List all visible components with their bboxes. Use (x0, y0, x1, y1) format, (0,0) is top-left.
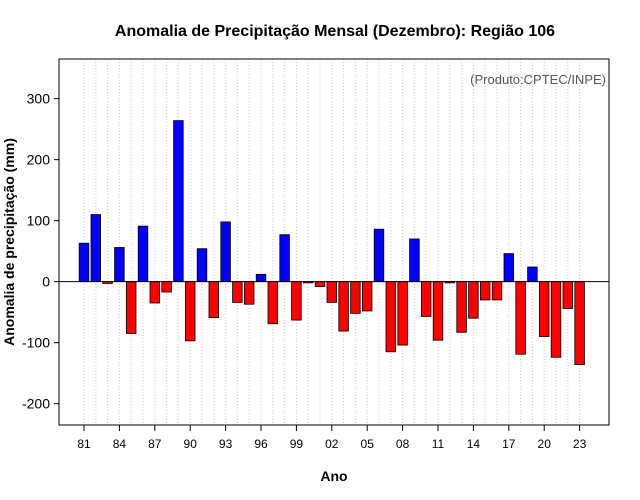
bar-2016 (491, 281, 503, 301)
bar-2009 (409, 238, 420, 283)
x-tick-label: 08 (396, 437, 410, 451)
bar-1985 (126, 281, 137, 334)
bar-1996 (255, 273, 267, 283)
x-tick-label: 84 (113, 437, 127, 451)
y-tick-label: 100 (27, 213, 51, 229)
bar-2008 (397, 281, 408, 346)
bar-2006 (373, 228, 385, 283)
bar-2015 (479, 281, 491, 301)
x-tick-label: 02 (325, 437, 339, 451)
bar-2014 (468, 281, 479, 319)
bar-1991 (196, 248, 208, 283)
bar-2004 (350, 281, 361, 314)
x-tick-label: 05 (361, 437, 375, 451)
x-tick-label: 96 (254, 437, 268, 451)
bar-2007 (385, 281, 397, 353)
bar-1999 (291, 281, 302, 321)
bar-1992 (208, 281, 220, 319)
bar-1982 (90, 214, 102, 283)
plot-frame (58, 58, 610, 426)
x-axis: 81 84 87 90 93 96 99 02 05 08 11 14 17 20 23 (77, 425, 587, 451)
bar-2002 (326, 281, 338, 303)
x-tick-label: 87 (148, 437, 162, 451)
x-axis-title: Ano (320, 468, 347, 484)
bar-1987 (149, 281, 161, 304)
bar-2005 (361, 281, 373, 312)
x-tick-label: 11 (432, 437, 445, 451)
bar-2021 (550, 281, 562, 358)
bar-1986 (137, 225, 149, 283)
bar-1997 (267, 281, 279, 325)
bar-2001 (314, 281, 326, 287)
vertical-grid (83, 59, 581, 425)
bar-1998 (279, 234, 290, 283)
x-tick-label: 14 (467, 437, 481, 451)
x-tick-label: 23 (573, 437, 587, 451)
x-tick-label: 90 (184, 437, 198, 451)
bar-2020 (539, 281, 550, 337)
x-tick-label: 17 (502, 437, 516, 451)
bar-2019 (527, 266, 538, 283)
y-tick-label: -100 (22, 335, 50, 351)
x-tick-label: 20 (538, 437, 552, 451)
y-tick-label: -200 (22, 396, 50, 412)
bar-2010 (420, 281, 432, 317)
bar-1993 (220, 221, 231, 283)
x-tick-label: 81 (77, 437, 91, 451)
bar-2023 (574, 281, 585, 366)
x-tick-label: 99 (290, 437, 304, 451)
credit-label: (Produto:CPTEC/INPE) (470, 72, 606, 87)
chart-title: Anomalia de Precipitação Mensal (Dezembr… (115, 23, 555, 40)
bar-1995 (243, 281, 255, 305)
bar-2011 (432, 281, 444, 341)
bar-1990 (184, 281, 196, 342)
bar-2018 (515, 281, 526, 355)
y-axis: -200 -100 0 100 200 300 (22, 91, 59, 412)
bar-1988 (161, 281, 172, 293)
x-tick-label: 93 (219, 437, 233, 451)
y-tick-label: 200 (27, 152, 51, 168)
y-axis-title: Anomalia de precipitação (mm) (1, 138, 17, 346)
y-tick-label: 300 (27, 91, 51, 107)
bars-group (78, 120, 585, 366)
bar-1981 (78, 242, 90, 283)
bar-1984 (114, 247, 125, 283)
bar-1994 (232, 281, 243, 303)
bar-1989 (173, 120, 184, 283)
bar-2003 (338, 281, 349, 332)
y-tick-label: 0 (42, 274, 50, 290)
bar-2017 (503, 253, 515, 283)
bar-2022 (562, 281, 574, 309)
bar-2013 (456, 281, 467, 333)
